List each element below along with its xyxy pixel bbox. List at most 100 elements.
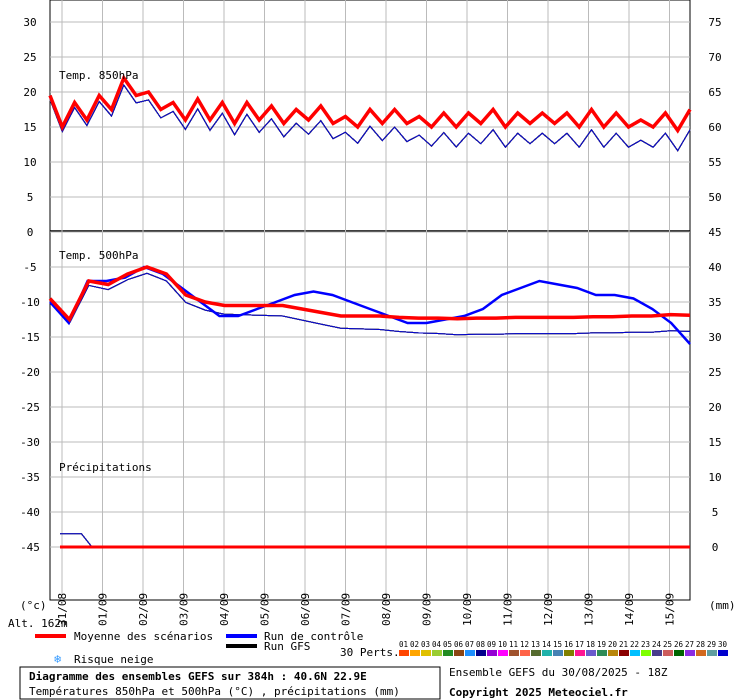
legend-perts-label: 30 Perts.	[340, 646, 400, 659]
pert-swatch	[432, 650, 442, 656]
pert-number: 02	[410, 640, 419, 649]
legend-control-label: Run de contrôle	[264, 630, 363, 643]
pert-number: 08	[476, 640, 486, 649]
left-tick-label: 30	[23, 16, 36, 29]
pert-number: 09	[487, 640, 496, 649]
pert-swatch	[685, 650, 695, 656]
legend-gfs-label: Run GFS	[264, 640, 310, 653]
right-tick-label: 15	[708, 436, 721, 449]
date-tick-label: 12/09	[542, 593, 555, 626]
right-tick-label: 55	[708, 156, 721, 169]
right-tick-label: 25	[708, 366, 721, 379]
pert-swatch	[674, 650, 684, 656]
pert-swatch	[718, 650, 728, 656]
pert-swatch	[476, 650, 486, 656]
date-tick-label: 07/09	[340, 593, 353, 626]
left-tick-label: 20	[23, 86, 36, 99]
left-tick-label: -30	[20, 436, 40, 449]
pert-number: 17	[575, 640, 584, 649]
panel-label-precip: Précipitations	[59, 461, 152, 474]
run-info: Ensemble GEFS du 30/08/2025 - 18Z	[449, 666, 668, 679]
pert-swatch	[443, 650, 453, 656]
date-tick-label: 04/09	[218, 593, 231, 626]
left-tick-label: -10	[20, 296, 40, 309]
pert-number: 01	[399, 640, 408, 649]
right-tick-label: 70	[708, 51, 721, 64]
pert-number: 05	[443, 640, 452, 649]
pert-swatch	[619, 650, 629, 656]
legend-mean-label: Moyenne des scénarios	[74, 630, 213, 643]
pert-swatch	[410, 650, 420, 656]
left-tick-label: -40	[20, 506, 40, 519]
pert-swatch	[542, 650, 552, 656]
date-tick-label: 09/09	[421, 593, 434, 626]
legend-snow-label: Risque neige	[74, 653, 153, 666]
right-tick-label: 45	[708, 226, 721, 239]
pert-swatch	[652, 650, 662, 656]
right-tick-label: 65	[708, 86, 721, 99]
pert-swatch	[465, 650, 475, 656]
pert-number: 18	[586, 640, 596, 649]
pert-number: 30	[718, 640, 728, 649]
panel-label-t850: Temp. 850hPa	[59, 69, 138, 82]
right-tick-label: 75	[708, 16, 721, 29]
member-line-t850	[49, 83, 691, 152]
altitude-label: Alt. 162m	[8, 617, 68, 630]
pert-swatch	[630, 650, 640, 656]
pert-number: 20	[608, 640, 618, 649]
left-unit-label: (°c)	[20, 599, 47, 612]
date-tick-label: 11/09	[502, 593, 515, 626]
right-tick-label: 0	[712, 541, 719, 554]
pert-number: 07	[465, 640, 474, 649]
mean-line-t850	[48, 74, 692, 134]
pert-number: 16	[564, 640, 574, 649]
pert-number: 24	[652, 640, 662, 649]
right-unit-label: (mm)	[709, 599, 736, 612]
pert-swatch	[564, 650, 574, 656]
pert-number: 15	[553, 640, 562, 649]
date-tick-label: 10/09	[461, 593, 474, 626]
pert-swatch	[597, 650, 607, 656]
pert-number: 27	[685, 640, 694, 649]
left-tick-label: -5	[23, 261, 36, 274]
pert-swatch	[454, 650, 464, 656]
left-tick-label: 10	[23, 156, 36, 169]
date-axis: 31/08 01/09 02/09 03/09 04/09 05/09 06/09 07/09…	[56, 593, 677, 626]
panel-label-t500: Temp. 500hPa	[59, 249, 138, 262]
left-tick-label: 25	[23, 51, 36, 64]
legend: Moyenne des scénarios Run de contrôle Ru…	[35, 630, 728, 666]
pert-swatch	[553, 650, 563, 656]
pert-swatch	[421, 650, 431, 656]
left-tick-label: -15	[20, 331, 40, 344]
chart-subtitle: Températures 850hPa et 500hPa (°C) , pré…	[29, 685, 400, 698]
pert-number: 19	[597, 640, 606, 649]
title-box	[19, 666, 441, 700]
date-tick-label: 15/09	[664, 593, 677, 626]
left-tick-label: -35	[20, 471, 40, 484]
chart-title: Diagramme des ensembles GEFS sur 384h : …	[29, 670, 367, 683]
copyright: Copyright 2025 Meteociel.fr	[449, 686, 628, 699]
pert-number: 26	[674, 640, 684, 649]
date-tick-label: 08/09	[380, 593, 393, 626]
mean-line-t500	[48, 265, 691, 323]
snowflake-icon: ❄	[54, 652, 61, 666]
pert-number: 22	[630, 640, 639, 649]
pert-number: 29	[707, 640, 716, 649]
pert-swatch	[696, 650, 706, 656]
pert-number: 13	[531, 640, 540, 649]
pert-swatch	[399, 650, 409, 656]
right-tick-label: 35	[708, 296, 721, 309]
pert-number: 12	[520, 640, 529, 649]
left-tick-label: -45	[20, 541, 40, 554]
pert-swatch	[498, 650, 508, 656]
pert-swatch	[608, 650, 618, 656]
pert-number: 14	[542, 640, 552, 649]
pert-swatch	[575, 650, 585, 656]
date-tick-label: 05/09	[259, 593, 272, 626]
right-tick-label: 5	[712, 506, 719, 519]
pert-swatch	[641, 650, 651, 656]
pert-swatch	[509, 650, 519, 656]
pert-number: 23	[641, 640, 650, 649]
pert-swatch	[520, 650, 530, 656]
